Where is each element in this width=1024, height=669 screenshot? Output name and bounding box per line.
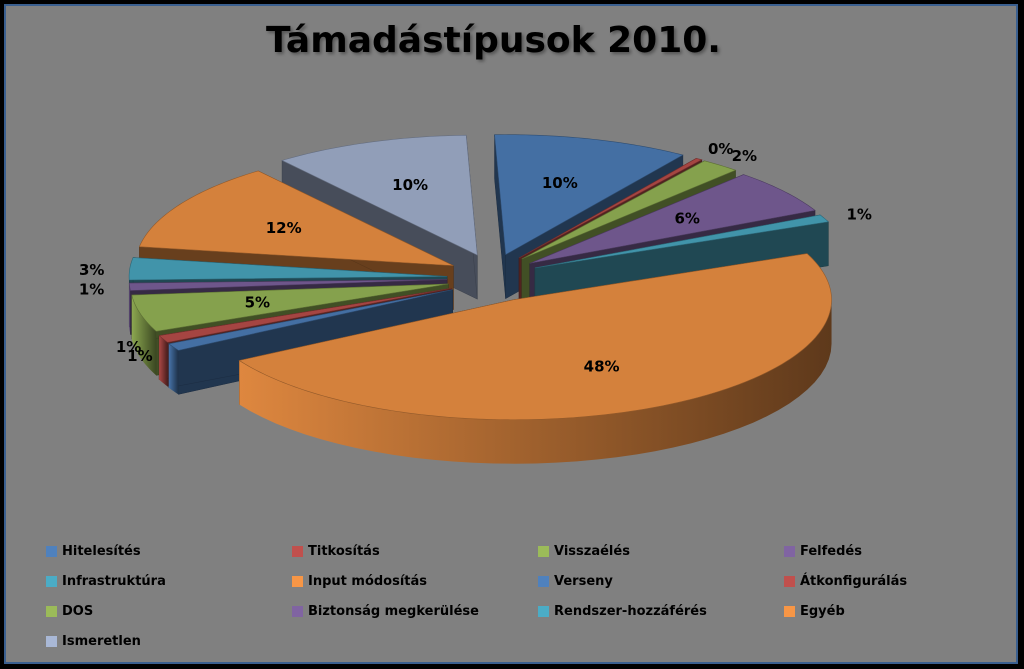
- legend-item-biztonsag-megkerulese: Biztonság megkerülése: [292, 601, 538, 622]
- legend-item-infrastruktura: Infrastruktúra: [46, 571, 292, 592]
- legend-label: Verseny: [554, 574, 613, 589]
- legend-label: Rendszer-hozzáférés: [554, 604, 707, 619]
- legend-label: Ismeretlen: [62, 634, 141, 649]
- legend-item-felfedes: Felfedés: [784, 541, 994, 562]
- slice-top: [521, 160, 737, 260]
- slice-top: [128, 279, 448, 291]
- slice-top: [494, 134, 684, 256]
- legend-item-titkositas: Titkosítás: [292, 541, 538, 562]
- legend-label: Biztonság megkerülése: [308, 604, 479, 619]
- legend-swatch: [46, 576, 57, 587]
- legend-swatch: [538, 606, 549, 617]
- slice-outer-wall: [159, 335, 168, 387]
- data-label-verseny: 1%: [127, 347, 152, 365]
- legend-item-rendszer-hozzaferes: Rendszer-hozzáférés: [538, 601, 784, 622]
- data-label-biztonsag-megkerulese: 1%: [79, 281, 104, 299]
- legend-item-atkonfiguralas: Átkonfigurálás: [784, 571, 994, 592]
- legend-item-verseny: Verseny: [538, 571, 784, 592]
- legend: Hitelesítés Titkosítás Visszaélés Felfedés I…: [46, 541, 996, 652]
- legend-item-ismeretlen: Ismeretlen: [46, 631, 292, 652]
- data-label-visszaeles: 2%: [732, 147, 757, 165]
- slice-top: [529, 174, 816, 264]
- data-label-ismeretlen: 10%: [392, 176, 428, 194]
- legend-swatch: [292, 546, 303, 557]
- slice-top: [534, 214, 830, 269]
- data-label-rendszer-hozzaferes: 3%: [79, 261, 104, 279]
- legend-label: Egyéb: [800, 604, 845, 619]
- slice-input-modositas: [238, 253, 832, 464]
- slice-outer-wall: [239, 299, 832, 464]
- data-label-input-modositas: 48%: [584, 357, 620, 375]
- data-label-hitelesites: 10%: [542, 174, 578, 192]
- legend-item-dos: DOS: [46, 601, 292, 622]
- data-label-titkositas: 0%: [708, 140, 733, 158]
- legend-label: Visszaélés: [554, 544, 630, 559]
- data-label-felfedes: 6%: [674, 210, 699, 228]
- legend-label: DOS: [62, 604, 94, 619]
- slice-top: [128, 257, 448, 281]
- legend-swatch: [784, 576, 795, 587]
- legend-label: Infrastruktúra: [62, 574, 166, 589]
- legend-item-input-modositas: Input módosítás: [292, 571, 538, 592]
- slice-top: [168, 289, 453, 351]
- legend-swatch: [46, 546, 57, 557]
- legend-label: Hitelesítés: [62, 544, 141, 559]
- legend-item-visszaeles: Visszaélés: [538, 541, 784, 562]
- pie-chart: 10%0%2%6% 1%48%1%1%5%1%3%12%10%: [79, 134, 872, 464]
- data-label-infrastruktura: 1%: [846, 205, 871, 223]
- slice-top: [281, 134, 478, 256]
- legend-label: Input módosítás: [308, 574, 428, 589]
- slice-top: [518, 158, 703, 259]
- data-label-dos: 5%: [245, 293, 270, 311]
- legend-label: Titkosítás: [308, 544, 380, 559]
- legend-swatch: [46, 606, 57, 617]
- chart-title: Támadástípusok 2010.: [266, 20, 721, 61]
- legend-item-egyeb: Egyéb: [784, 601, 994, 622]
- slice-top: [131, 283, 449, 332]
- slice-top: [158, 287, 452, 343]
- data-label-atkonfiguralas: 1%: [116, 338, 141, 356]
- legend-swatch: [46, 636, 57, 647]
- legend-swatch: [784, 606, 795, 617]
- chart-area: Támadástípusok 2010. 10% 0% 2% 6% 1% 48% 1% 1% 5…: [4, 4, 1018, 664]
- slice-top: [138, 170, 454, 266]
- legend-swatch: [784, 546, 795, 557]
- legend-label: Felfedés: [800, 544, 862, 559]
- data-label-egyeb: 12%: [266, 219, 302, 237]
- slice-outer-wall: [129, 283, 131, 335]
- legend-swatch: [292, 576, 303, 587]
- slice-outer-wall: [168, 343, 179, 395]
- legend-swatch: [538, 576, 549, 587]
- slice-outer-wall: [131, 295, 157, 376]
- slice-top: [238, 253, 832, 421]
- legend-swatch: [292, 606, 303, 617]
- legend-swatch: [538, 546, 549, 557]
- legend-label: Átkonfigurálás: [800, 574, 908, 589]
- legend-item-hitelesites: Hitelesítés: [46, 541, 292, 562]
